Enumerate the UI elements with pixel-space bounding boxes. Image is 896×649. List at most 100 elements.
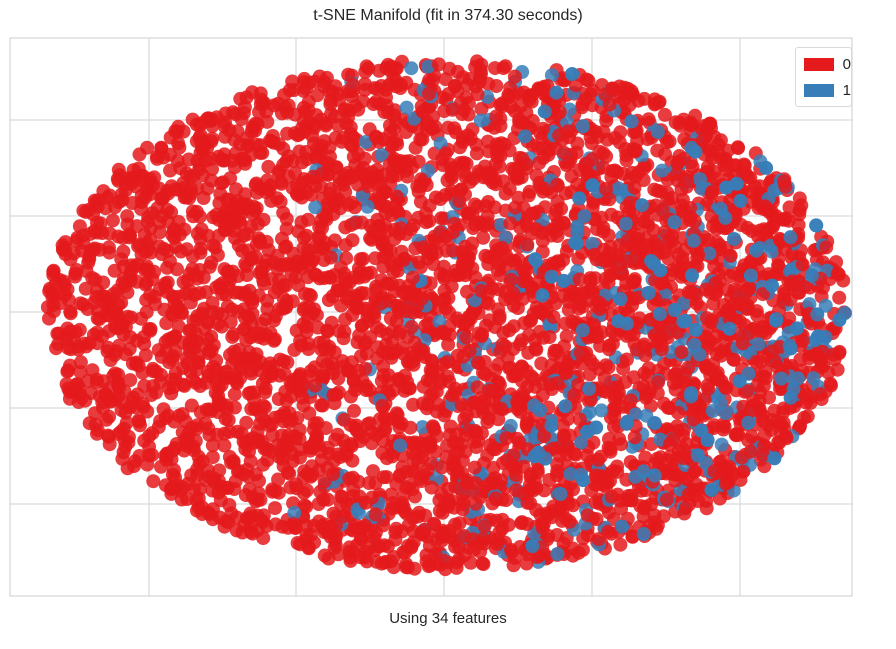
- point-class-0: [244, 219, 258, 234]
- point-class-0: [233, 137, 248, 152]
- point-class-0: [49, 341, 64, 356]
- point-class-0: [618, 375, 633, 389]
- point-class-0: [214, 319, 229, 334]
- point-class-0: [687, 214, 702, 229]
- point-class-0: [348, 216, 362, 230]
- point-class-0: [474, 283, 488, 298]
- point-class-0: [336, 331, 351, 346]
- point-class-1: [764, 278, 779, 293]
- point-class-0: [211, 212, 226, 227]
- point-class-0: [293, 537, 308, 552]
- point-class-0: [250, 185, 265, 200]
- point-class-0: [259, 104, 274, 119]
- point-class-0: [366, 223, 381, 238]
- point-class-0: [588, 495, 603, 510]
- point-class-0: [231, 269, 246, 283]
- point-class-0: [403, 222, 418, 237]
- point-class-0: [712, 491, 727, 506]
- x-axis-label: Using 34 features: [389, 610, 507, 627]
- point-class-0: [302, 440, 317, 455]
- point-class-0: [425, 386, 440, 401]
- point-class-0: [358, 518, 373, 533]
- point-class-0: [85, 271, 100, 285]
- point-class-0: [727, 285, 742, 300]
- point-class-1: [818, 330, 833, 344]
- point-class-0: [236, 197, 251, 212]
- point-class-1: [837, 306, 852, 321]
- point-class-0: [315, 368, 330, 383]
- point-class-0: [218, 129, 232, 144]
- point-class-0: [734, 295, 749, 310]
- point-class-0: [329, 160, 344, 175]
- point-class-0: [129, 333, 144, 348]
- point-class-0: [832, 344, 847, 359]
- point-class-0: [341, 67, 356, 82]
- point-class-0: [536, 181, 551, 196]
- point-class-1: [308, 200, 323, 215]
- point-class-0: [492, 525, 507, 540]
- point-class-0: [347, 200, 362, 215]
- point-class-1: [575, 323, 590, 338]
- point-class-0: [381, 374, 396, 389]
- point-class-0: [819, 240, 834, 255]
- point-class-0: [498, 59, 513, 74]
- point-class-0: [123, 373, 138, 388]
- point-class-0: [460, 77, 475, 92]
- point-class-0: [120, 285, 135, 300]
- point-class-0: [580, 448, 595, 463]
- point-class-0: [503, 291, 518, 306]
- point-class-1: [570, 219, 585, 234]
- point-class-0: [105, 213, 120, 228]
- point-class-0: [812, 351, 827, 366]
- point-class-0: [303, 364, 318, 379]
- point-class-0: [424, 244, 439, 259]
- point-class-0: [785, 274, 800, 289]
- point-class-0: [184, 420, 199, 435]
- point-class-1: [652, 307, 667, 322]
- point-class-0: [379, 470, 394, 485]
- point-class-0: [597, 253, 612, 268]
- point-class-1: [611, 181, 626, 196]
- point-class-0: [337, 412, 352, 427]
- point-class-1: [685, 268, 699, 283]
- point-class-0: [572, 297, 587, 312]
- point-class-0: [441, 482, 456, 496]
- point-class-0: [574, 356, 589, 371]
- point-class-0: [123, 228, 138, 243]
- point-class-0: [239, 90, 254, 105]
- point-class-1: [790, 371, 805, 386]
- point-class-0: [159, 316, 174, 331]
- point-class-0: [676, 112, 691, 127]
- point-class-0: [222, 450, 237, 464]
- point-class-0: [485, 281, 500, 296]
- point-class-0: [307, 518, 321, 533]
- point-class-0: [587, 211, 602, 226]
- point-class-0: [665, 229, 679, 244]
- point-class-0: [362, 541, 377, 556]
- point-class-0: [267, 332, 282, 347]
- point-class-0: [182, 335, 197, 350]
- point-class-0: [719, 155, 734, 169]
- point-class-0: [450, 555, 464, 570]
- point-class-1: [415, 420, 430, 435]
- point-class-1: [759, 160, 773, 175]
- point-class-0: [98, 201, 113, 216]
- point-class-0: [478, 159, 492, 174]
- point-class-1: [624, 114, 639, 129]
- point-class-0: [777, 174, 791, 189]
- point-class-0: [598, 358, 613, 373]
- scatter-points: [40, 54, 852, 577]
- point-class-1: [549, 85, 564, 100]
- point-class-0: [610, 464, 625, 479]
- point-class-0: [367, 81, 382, 96]
- point-class-0: [277, 414, 291, 429]
- point-class-0: [268, 517, 283, 532]
- point-class-1: [804, 268, 819, 283]
- point-class-0: [389, 79, 403, 94]
- point-class-1: [636, 464, 651, 479]
- point-class-0: [78, 281, 93, 296]
- point-class-0: [295, 378, 310, 393]
- point-class-0: [233, 359, 248, 374]
- point-class-0: [368, 507, 383, 522]
- point-class-0: [678, 242, 693, 257]
